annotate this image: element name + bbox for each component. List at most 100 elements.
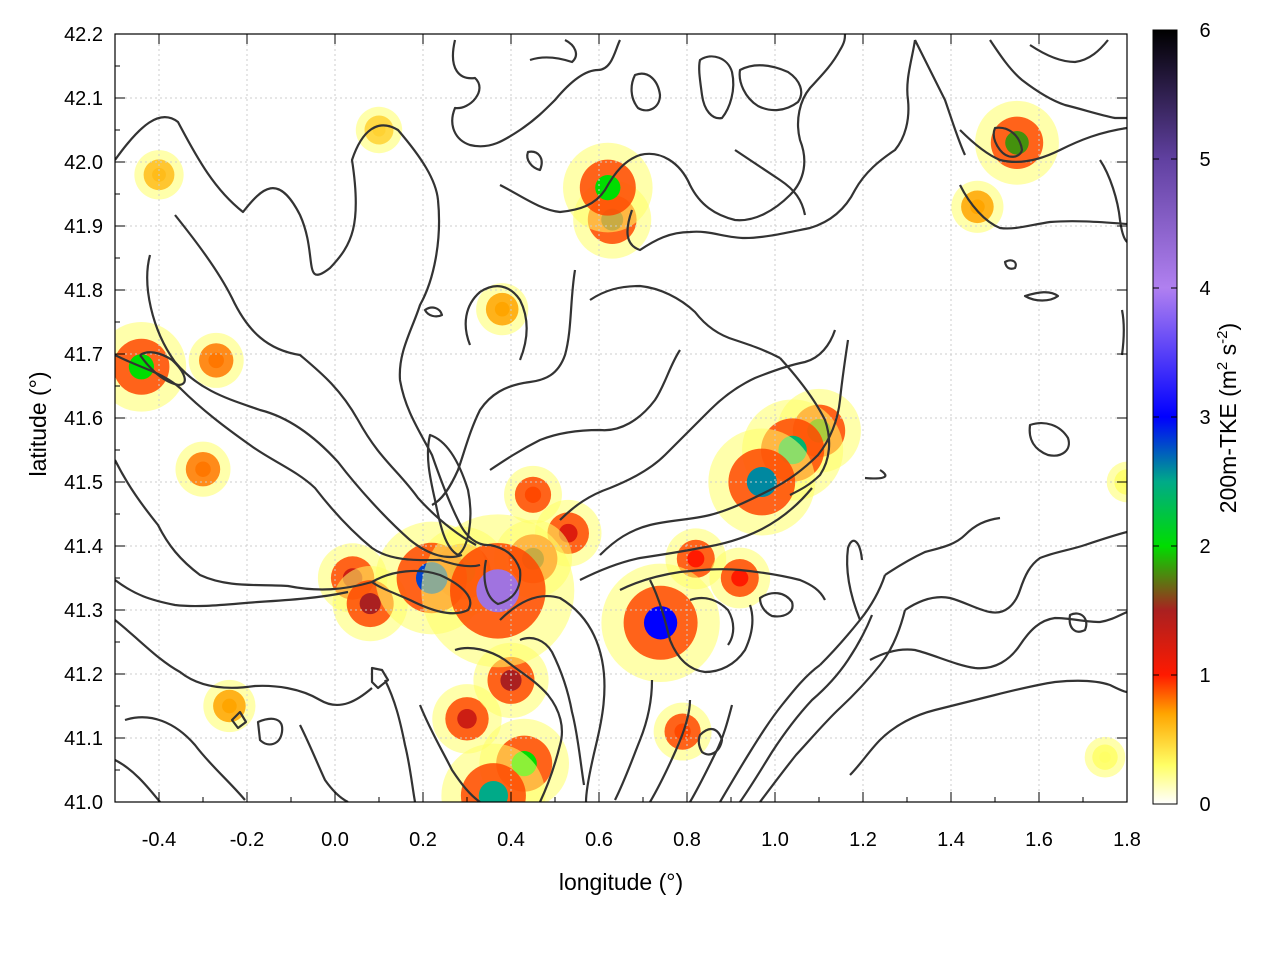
contour-line <box>649 699 692 802</box>
contour-line <box>499 34 847 222</box>
terrain-contours <box>115 34 1127 802</box>
contour-line <box>559 329 837 521</box>
tke-hotspot-core <box>359 593 381 615</box>
contour-line <box>959 126 1127 164</box>
contour-line <box>719 664 821 802</box>
contour-line <box>689 704 734 802</box>
contour-line <box>1028 421 1070 457</box>
tke-hotspot-core <box>643 606 678 640</box>
contour-line <box>884 516 1001 576</box>
contour-line <box>115 759 161 802</box>
colorbar-tick-label: 1 <box>1199 665 1210 687</box>
contour-line <box>846 539 864 621</box>
contour-line <box>849 679 1127 776</box>
colorbar-label: 200m-TKE (m2 s-2) <box>1214 323 1241 513</box>
contour-line <box>698 55 735 120</box>
x-tick-label: 0.4 <box>497 829 525 851</box>
contour-line <box>779 357 831 496</box>
y-tick-label: 41.8 <box>64 280 103 302</box>
colorbar-tick-label: 4 <box>1199 278 1210 300</box>
contour-line <box>619 568 826 601</box>
contour-line <box>483 543 522 606</box>
tke-hotspot-core <box>195 461 211 477</box>
contour-line <box>230 710 248 730</box>
contour-line <box>864 469 887 480</box>
contour-line <box>1023 291 1060 302</box>
contour-line <box>914 39 966 156</box>
contour-line <box>904 530 1127 614</box>
contour-line <box>1099 159 1127 243</box>
contour-line <box>519 636 586 786</box>
x-tick-label: 1.2 <box>849 829 877 851</box>
contour-line <box>689 596 735 646</box>
x-axis-ticks: -0.4 -0.2 0.0 0.2 0.4 0.6 0.8 1.0 1.2 1.4 1.6 1.8 <box>114 34 1141 851</box>
contour-line <box>630 72 662 112</box>
contour-line <box>299 724 349 802</box>
colorbar-tick-label: 3 <box>1199 407 1210 429</box>
contour-line <box>614 679 654 801</box>
y-tick-label: 41.9 <box>64 216 103 238</box>
contour-line <box>992 126 1024 158</box>
contour-line <box>124 716 246 801</box>
contour-line <box>115 354 481 568</box>
contour-line <box>115 459 373 591</box>
y-tick-label: 42.2 <box>64 24 103 46</box>
contour-line <box>989 39 1127 120</box>
contour-line <box>1003 259 1017 270</box>
x-tick-label: 1.8 <box>1113 829 1141 851</box>
colorbar-tick-label: 5 <box>1199 149 1210 171</box>
x-tick-label: 0.8 <box>673 829 701 851</box>
y-tick-label: 41.0 <box>64 792 103 814</box>
contour-line <box>426 433 472 557</box>
contour-line <box>589 284 781 359</box>
y-tick-label: 41.3 <box>64 600 103 622</box>
contour-line <box>174 214 477 546</box>
contour-line <box>739 614 874 802</box>
y-tick-label: 41.4 <box>64 536 103 558</box>
contour-line <box>697 727 724 756</box>
contour-line <box>529 39 578 64</box>
contour-line <box>579 487 813 581</box>
contour-line <box>1068 612 1088 633</box>
tke-hotspot-core <box>1005 131 1029 155</box>
contour-line <box>758 592 794 618</box>
tke-hotspot-core <box>478 780 509 802</box>
contour-line <box>115 579 349 608</box>
contour-line <box>139 351 186 387</box>
contour-line <box>626 39 917 252</box>
contour-line <box>869 610 1127 670</box>
y-tick-label: 42.0 <box>64 152 103 174</box>
colorbar-ticks: 0 1 2 3 4 5 6 <box>1153 20 1211 816</box>
contour-line <box>499 594 606 802</box>
contour-line <box>738 64 803 112</box>
contour-line <box>454 646 564 802</box>
contour-line <box>384 679 417 802</box>
contour-line <box>423 306 444 318</box>
y-tick-label: 41.5 <box>64 472 103 494</box>
contour-line <box>431 269 577 506</box>
tke-hotspot-core <box>222 698 237 714</box>
contour-line <box>489 349 681 471</box>
contour-line <box>526 150 543 172</box>
x-tick-label: 1.4 <box>937 829 965 851</box>
colorbar-tick-label: 2 <box>1199 536 1210 558</box>
x-axis-title: longitude (°) <box>559 869 683 895</box>
contour-line <box>370 666 390 690</box>
tke-hotspot-core <box>457 709 477 729</box>
x-tick-label: -0.4 <box>142 829 176 851</box>
x-tick-label: 1.6 <box>1025 829 1053 851</box>
contour-line <box>256 717 284 746</box>
x-tick-label: 0.0 <box>321 829 349 851</box>
contour-line <box>599 339 850 556</box>
contour-line <box>1029 39 1109 64</box>
tke-hotspot-core <box>687 550 705 568</box>
y-tick-label: 41.7 <box>64 344 103 366</box>
colorbar-tick-label: 0 <box>1199 794 1210 816</box>
tke-hotspot-core <box>970 199 985 215</box>
tke-hotspot-core <box>476 569 520 613</box>
contour-line <box>115 619 373 706</box>
grid <box>115 33 1128 803</box>
tke-hotspot-core <box>208 352 224 369</box>
tke-hotspot-core <box>494 301 510 317</box>
